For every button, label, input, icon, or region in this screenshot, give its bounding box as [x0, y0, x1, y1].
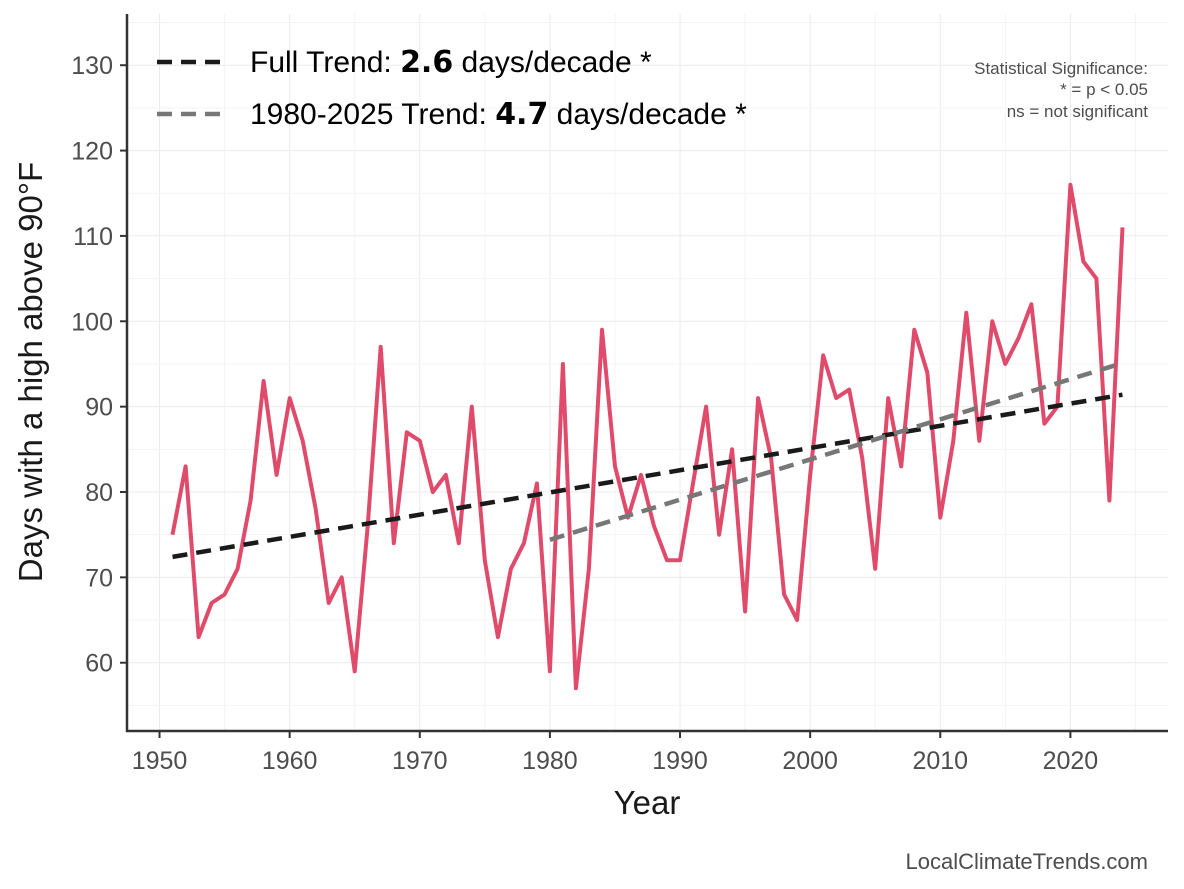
data-layer: [170, 182, 1125, 691]
y-tick-label: 60: [85, 650, 113, 678]
trend-line-1980-2025: [549, 360, 1124, 542]
y-tick-label: 110: [73, 223, 113, 251]
y-tick-label: 90: [85, 394, 113, 422]
x-tick-label: 1980: [522, 747, 578, 775]
axes: 1950 1960 1970 1980 1990 2000 2010 2020 60 70 80 90…: [71, 14, 1168, 775]
trend-line-full: [172, 392, 1123, 560]
legend-full-trend-prefix: Full Trend:: [250, 46, 400, 79]
series-line-0: [170, 182, 1125, 691]
y-axis-title: Days with a high above 90°F: [12, 162, 49, 582]
legend-1980-trend-suffix: days/decade *: [548, 98, 747, 131]
x-tick-label: 1970: [392, 747, 448, 775]
legend: Full Trend: 2.6 days/decade * 1980-2025 …: [157, 45, 747, 132]
y-tick-label: 70: [85, 564, 113, 592]
significance-note: Statistical Significance: * = p < 0.05 n…: [974, 59, 1148, 121]
significance-note-line-2: ns = not significant: [1007, 102, 1149, 121]
y-tick-label: 120: [71, 138, 113, 166]
legend-label-1980-trend: 1980-2025 Trend: 4.7 days/decade *: [250, 97, 747, 132]
source-credit: LocalClimateTrends.com: [906, 849, 1149, 874]
x-tick-label: 2000: [782, 747, 838, 775]
grid: [127, 14, 1168, 731]
x-tick-label: 2010: [912, 747, 968, 775]
significance-note-line-1: * = p < 0.05: [1060, 80, 1148, 99]
x-tick-label: 2020: [1043, 747, 1099, 775]
significance-note-title: Statistical Significance:: [974, 59, 1148, 78]
x-axis-title: Year: [614, 784, 681, 821]
x-tick-label: 1950: [132, 747, 188, 775]
x-tick-label: 1960: [262, 747, 318, 775]
legend-full-trend-value: 2.6: [400, 45, 453, 80]
y-tick-label: 80: [85, 479, 113, 507]
legend-1980-trend-prefix: 1980-2025 Trend:: [250, 98, 495, 131]
x-tick-label: 1990: [652, 747, 708, 775]
y-tick-label: 100: [71, 308, 113, 336]
y-tick-label: 130: [71, 52, 113, 80]
legend-1980-trend-value: 4.7: [495, 97, 548, 132]
legend-full-trend-suffix: days/decade *: [453, 46, 652, 79]
legend-label-full-trend: Full Trend: 2.6 days/decade *: [250, 45, 652, 80]
